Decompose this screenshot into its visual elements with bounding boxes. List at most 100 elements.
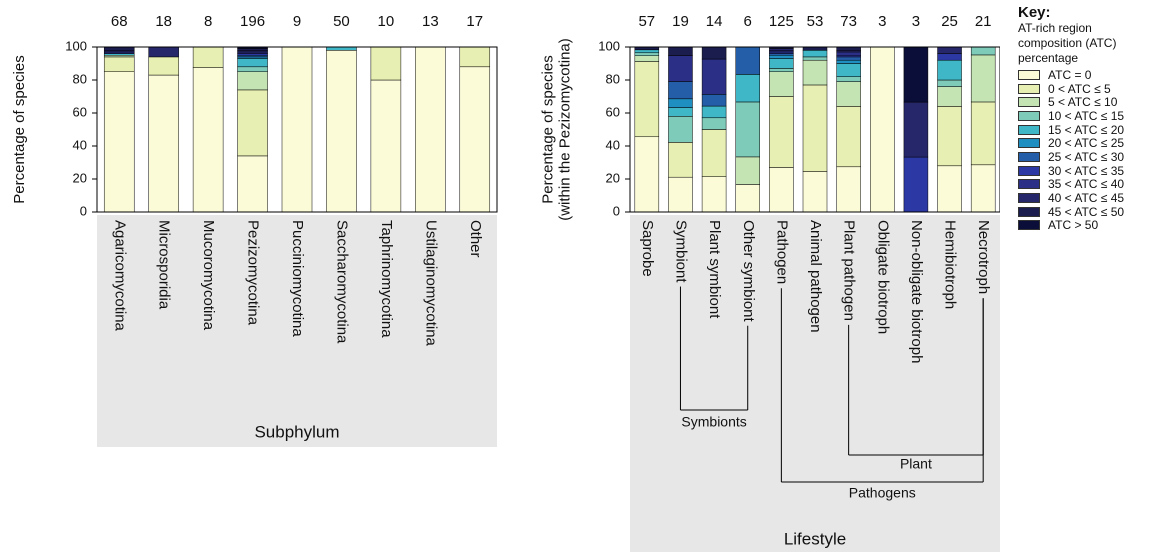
key-swatch: [1018, 69, 1040, 80]
bar-segment: [148, 56, 179, 76]
bar-segment: [237, 89, 268, 157]
x-tick-label: Agaricomycotina: [111, 220, 128, 332]
bar-segment: [836, 51, 861, 56]
key-label: 15 < ATC ≤ 20: [1048, 122, 1125, 137]
bar-segment: [870, 46, 895, 213]
count-label: 196: [240, 13, 265, 30]
bar-segment: [103, 71, 135, 213]
key-swatch: [1018, 165, 1040, 176]
key-swatch: [1018, 124, 1040, 135]
key-label: 40 < ATC ≤ 45: [1048, 191, 1125, 206]
key-swatch: [1018, 179, 1040, 190]
key-swatch: [1018, 97, 1040, 108]
bracket-label: Pathogens: [849, 485, 916, 501]
key-entry: 25 < ATC ≤ 30: [1018, 150, 1156, 164]
bar-segment: [668, 98, 693, 108]
count-label: 68: [111, 13, 128, 30]
key-subtitle: AT-rich region composition (ATC) percent…: [1018, 21, 1117, 65]
x-tick-label: Hemibiotroph: [942, 220, 959, 309]
bar-segment: [836, 63, 861, 77]
bar-segment: [735, 156, 760, 185]
group-label: Subphylum: [254, 422, 339, 441]
count-label: 53: [807, 13, 824, 30]
x-tick-label: Symbiont: [672, 220, 689, 283]
key-swatch: [1018, 193, 1040, 204]
bar-segment: [970, 164, 996, 213]
key-entry: 40 < ATC ≤ 45: [1018, 191, 1156, 205]
key-label: 35 < ATC ≤ 40: [1048, 177, 1125, 192]
count-label: 6: [744, 13, 752, 30]
x-tick-label: Other symbiont: [740, 220, 757, 323]
y-tick-label: 100: [598, 38, 620, 53]
bar-segment: [634, 52, 660, 56]
plot-frame: [629, 46, 1000, 213]
bar-segment: [937, 46, 962, 54]
bar-segment: [668, 46, 693, 56]
bar-segment: [769, 71, 794, 97]
bar-segment: [634, 55, 660, 62]
count-label: 3: [878, 13, 886, 30]
bar-segment: [459, 46, 491, 68]
bar-segment: [103, 56, 135, 73]
count-label: 125: [769, 13, 794, 30]
key: Key: AT-rich region composition (ATC) pe…: [1018, 4, 1156, 232]
key-swatch: [1018, 151, 1040, 162]
key-label: 0 < ATC ≤ 5: [1048, 81, 1111, 96]
bar-segment: [701, 117, 727, 130]
key-label: 10 < ATC ≤ 15: [1048, 108, 1125, 123]
x-tick-label: Microsporidia: [156, 220, 173, 310]
x-tick-label: Pezizomycotina: [245, 220, 262, 326]
bracket-label: Plant: [900, 456, 932, 472]
bar-segment: [937, 165, 962, 213]
bar-segment: [802, 56, 828, 61]
count-label: 8: [204, 13, 212, 30]
y-axis-label: Percentage of species: [11, 55, 28, 203]
key-swatch: [1018, 110, 1040, 121]
y-tick-label: 40: [73, 137, 87, 152]
bar-segment: [970, 46, 996, 56]
bar-segment: [937, 59, 962, 81]
bar-segment: [668, 107, 693, 117]
bar-segment: [903, 156, 929, 213]
bar-segment: [701, 94, 727, 107]
plot-frame: [96, 46, 498, 213]
bar-segment: [735, 101, 760, 158]
bar-segment: [701, 58, 727, 95]
x-tick-label: Ustilaginomycotina: [422, 220, 439, 347]
key-label: 5 < ATC ≤ 10: [1048, 95, 1118, 110]
bar-segment: [937, 106, 962, 167]
x-tick-label: Saccharomycotina: [333, 220, 350, 344]
bar-segment: [668, 55, 693, 82]
key-swatch: [1018, 206, 1040, 217]
bar-segment: [668, 176, 693, 213]
key-entry: 0 < ATC ≤ 5: [1018, 82, 1156, 96]
bar-segment: [237, 66, 268, 73]
y-tick-label: 0: [613, 203, 620, 218]
bar-segment: [237, 71, 268, 91]
bar-segment: [735, 46, 760, 75]
bar-segment: [192, 46, 224, 68]
bar-segment: [836, 76, 861, 82]
count-label: 50: [333, 13, 350, 30]
key-label: ATC = 0: [1048, 67, 1092, 82]
bar-segment: [836, 56, 861, 61]
x-tick-label: Mucoromycotina: [200, 220, 217, 331]
bracket-label: Symbionts: [681, 414, 746, 430]
count-label: 73: [840, 13, 857, 30]
bar-segment: [668, 116, 693, 143]
key-label: 30 < ATC ≤ 35: [1048, 163, 1125, 178]
x-tick-label: Animal pathogen: [807, 220, 824, 333]
bar-segment: [802, 171, 828, 213]
bar-segment: [802, 84, 828, 172]
x-tick-label: Plant pathogen: [841, 220, 858, 321]
bar-segment: [802, 59, 828, 86]
bar-segment: [836, 59, 861, 64]
bar-segment: [634, 61, 660, 138]
y-tick-label: 100: [65, 38, 87, 53]
y-axis-label: Percentage of species: [539, 55, 556, 203]
label-background: [97, 215, 497, 447]
bar-segment: [903, 101, 929, 158]
x-tick-label: Taphrinomycotina: [378, 220, 395, 338]
